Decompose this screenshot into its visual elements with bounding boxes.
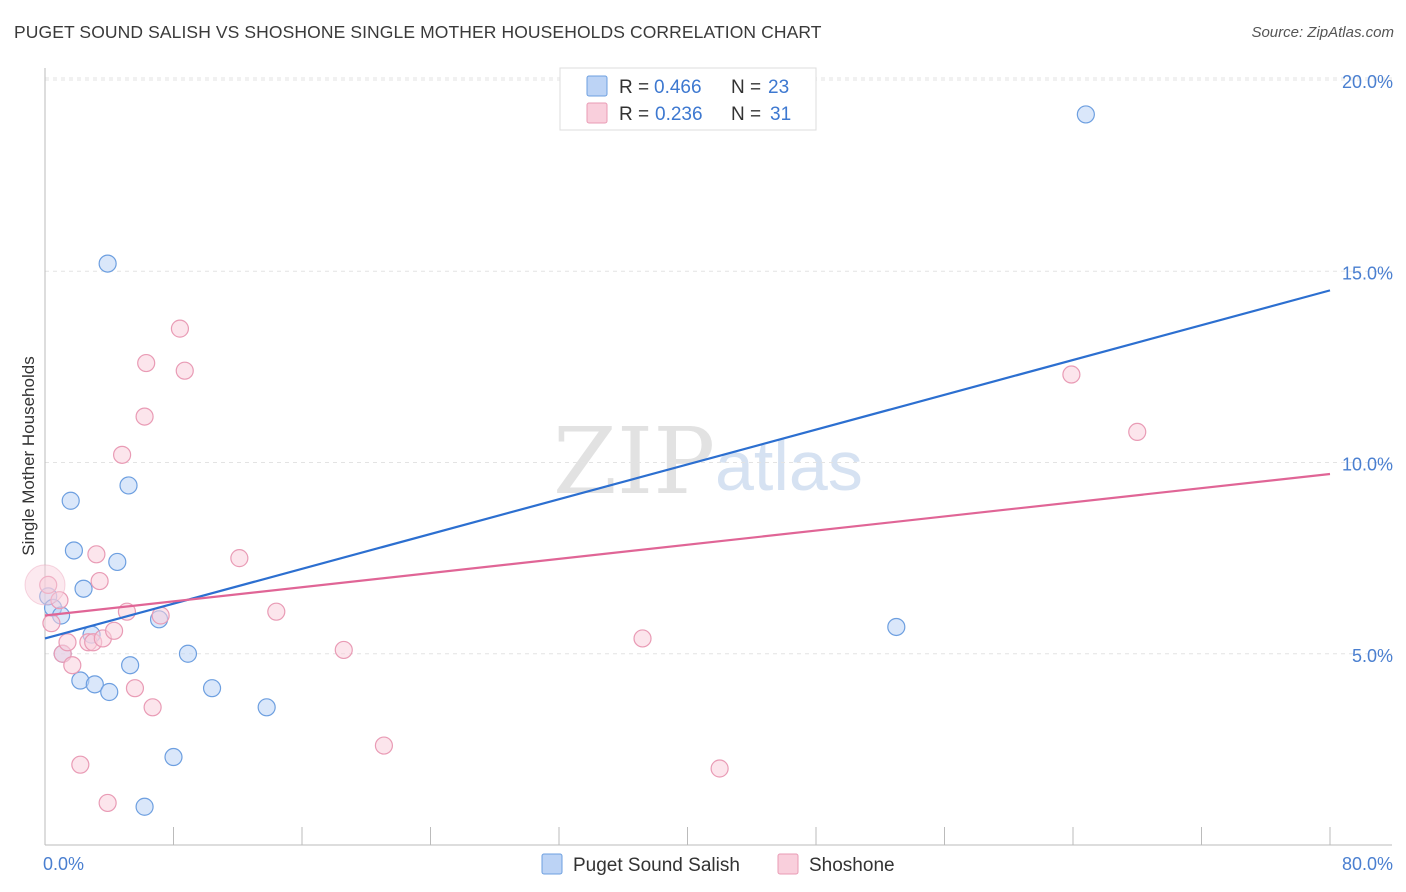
legend-label-puget-sound-salish: Puget Sound Salish — [573, 855, 740, 876]
point-puget-sound-salish — [74, 579, 93, 598]
point-shoshone — [58, 633, 77, 652]
point-shoshone — [90, 571, 109, 591]
point-puget-sound-salish — [135, 797, 154, 816]
y-axis-title: Single Mother Households — [19, 356, 38, 555]
point-puget-sound-salish — [100, 682, 119, 702]
x-tick-label: 80.0% — [1342, 854, 1393, 874]
point-puget-sound-salish — [121, 656, 140, 675]
point-shoshone — [63, 656, 82, 675]
stats-box: R = 0.466 N = 23 R = 0.236 N = 31 — [559, 67, 817, 131]
point-shoshone — [125, 679, 145, 698]
trend-line-puget-sound-salish — [44, 289, 1331, 640]
point-puget-sound-salish — [108, 552, 127, 572]
legend-swatch-puget-sound-salish — [541, 853, 563, 875]
point-shoshone — [230, 549, 249, 568]
point-shoshone — [98, 793, 117, 813]
trend-lines — [44, 289, 1331, 640]
stats-r-label-2: R = — [619, 104, 649, 125]
watermark-zip: ZIP — [553, 408, 715, 515]
stats-swatch-pink — [586, 102, 608, 124]
watermark: ZIP atlas — [553, 408, 863, 515]
point-shoshone — [267, 602, 286, 621]
stats-swatch-blue — [586, 75, 608, 97]
point-shoshone — [42, 614, 61, 633]
point-shoshone — [39, 575, 58, 595]
point-shoshone — [87, 545, 106, 564]
point-shoshone — [710, 759, 729, 778]
watermark-atlas: atlas — [715, 427, 863, 505]
stats-n-value-1: 23 — [768, 77, 789, 98]
stats-n-label-1: N = — [731, 77, 761, 98]
data-points — [24, 105, 1147, 816]
point-shoshone — [334, 640, 353, 660]
y-tick-label: 15.0% — [1342, 263, 1393, 283]
point-shoshone — [1062, 365, 1081, 384]
point-shoshone — [170, 319, 190, 338]
point-puget-sound-salish — [119, 476, 138, 495]
trend-line-shoshone — [44, 472, 1331, 617]
point-puget-sound-salish — [178, 644, 198, 663]
tick-labels: 5.0% 10.0% 15.0% 20.0% 0.0% 80.0% — [43, 72, 1393, 874]
y-tick-label: 5.0% — [1352, 646, 1393, 666]
stats-n-value-2: 31 — [770, 104, 791, 125]
stats-n-label-2: N = — [731, 104, 761, 125]
stats-r-value-1: 0.466 — [654, 77, 702, 98]
point-shoshone — [112, 445, 132, 464]
source-attribution: Source: ZipAtlas.com — [1251, 24, 1394, 41]
point-shoshone — [374, 736, 394, 755]
point-puget-sound-salish — [257, 698, 276, 717]
point-puget-sound-salish — [164, 747, 183, 767]
y-tick-label: 10.0% — [1342, 455, 1393, 475]
x-tick-label: 0.0% — [43, 854, 84, 874]
point-shoshone — [135, 407, 154, 426]
point-shoshone — [71, 755, 90, 774]
point-shoshone — [50, 591, 69, 610]
point-puget-sound-salish — [887, 617, 906, 637]
point-puget-sound-salish — [85, 675, 104, 694]
legend-swatch-shoshone — [777, 853, 799, 875]
chart-title: PUGET SOUND SALISH VS SHOSHONE SINGLE MO… — [14, 22, 822, 42]
point-shoshone — [1128, 422, 1147, 441]
point-shoshone-large — [24, 564, 66, 606]
point-shoshone — [104, 621, 124, 640]
point-shoshone — [175, 361, 194, 380]
stats-r-label-1: R = — [619, 77, 649, 98]
legend: Puget Sound Salish Shoshone — [541, 853, 895, 876]
stats-r-value-2: 0.236 — [655, 104, 703, 125]
point-puget-sound-salish — [98, 254, 117, 273]
point-puget-sound-salish — [1076, 105, 1095, 124]
point-shoshone — [633, 629, 652, 648]
y-tick-label: 20.0% — [1342, 72, 1393, 92]
gridlines — [45, 77, 1392, 655]
point-puget-sound-salish — [64, 541, 84, 560]
legend-label-shoshone: Shoshone — [809, 855, 895, 876]
point-shoshone — [143, 698, 162, 717]
point-puget-sound-salish — [61, 491, 80, 510]
point-shoshone — [137, 353, 156, 373]
axes — [44, 68, 1392, 846]
point-puget-sound-salish — [202, 679, 222, 698]
